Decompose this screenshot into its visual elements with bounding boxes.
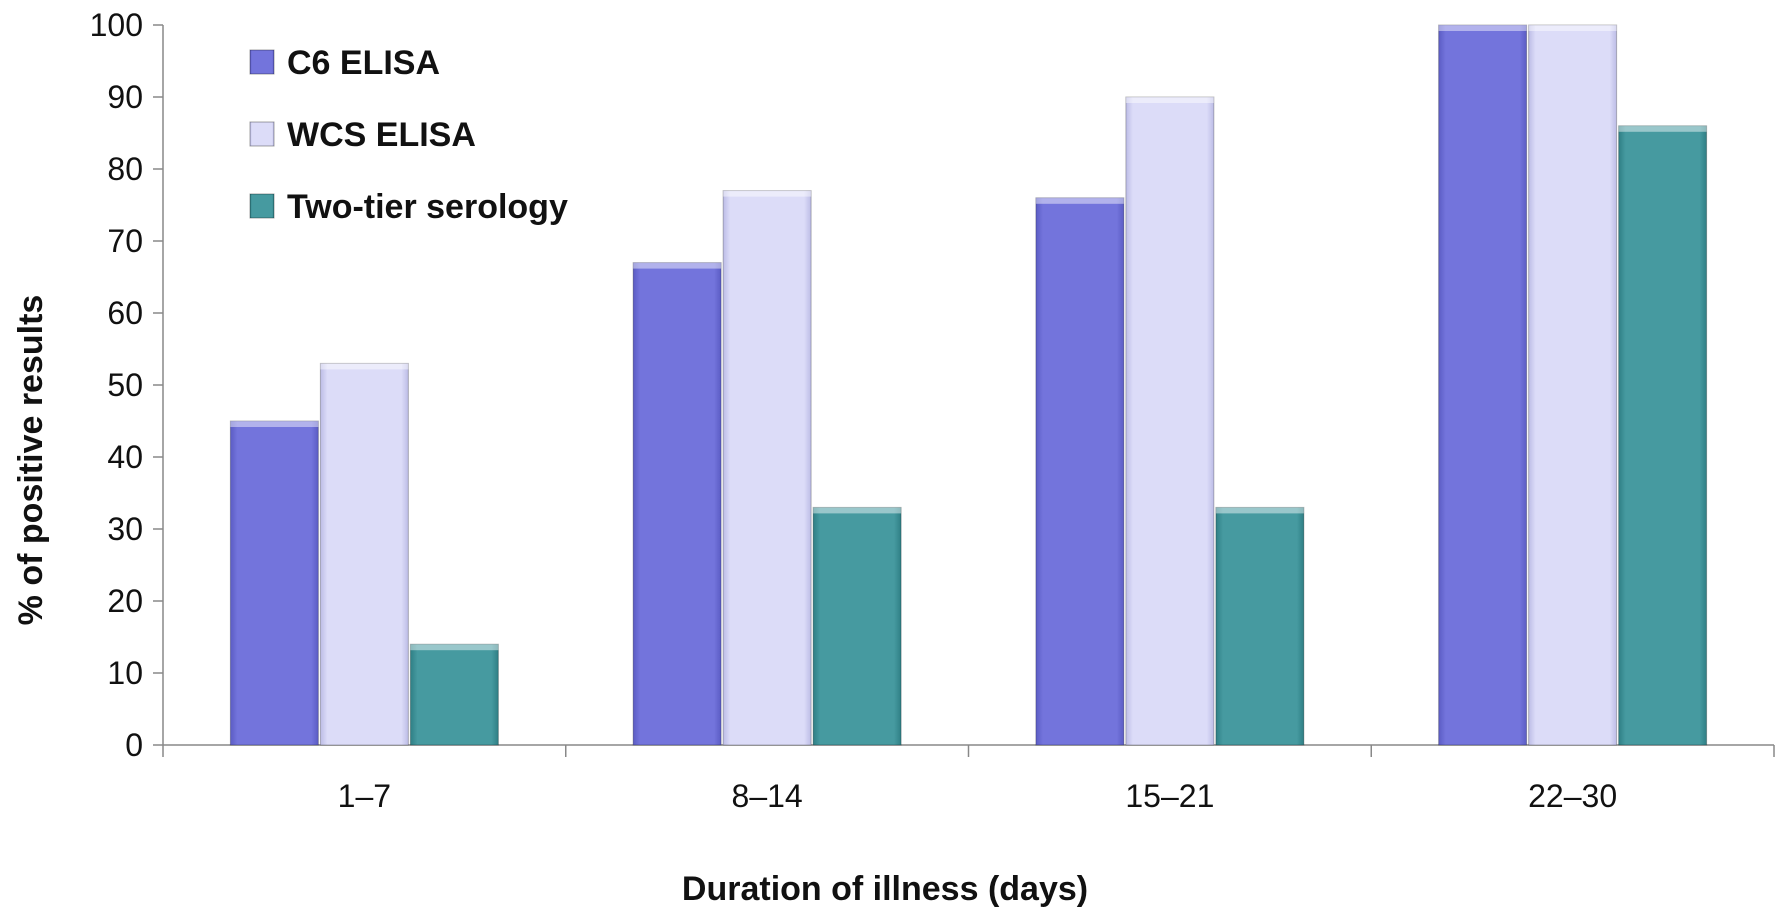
bar <box>812 506 902 746</box>
x-tick-label: 8–14 <box>732 778 803 814</box>
legend-swatch <box>249 193 275 219</box>
legend-label: WCS ELISA <box>287 116 476 154</box>
bar-body <box>812 506 902 746</box>
y-tick-label: 30 <box>107 511 143 547</box>
bar-highlight <box>320 363 409 370</box>
x-tick-label: 15–21 <box>1125 778 1214 814</box>
bar <box>722 190 812 746</box>
bar-highlight <box>1438 25 1527 31</box>
bar-body <box>722 190 812 746</box>
legend-item: WCS ELISA <box>249 116 476 154</box>
legend-label: Two-tier serology <box>287 188 568 226</box>
legend-item: Two-tier serology <box>249 188 568 226</box>
y-tick-label: 60 <box>107 295 143 331</box>
legend-swatch <box>249 121 275 147</box>
y-tick-label: 80 <box>107 151 143 187</box>
bar-body <box>632 262 722 746</box>
y-tick-label: 10 <box>107 655 143 691</box>
bar-body <box>409 643 499 746</box>
legend-swatch <box>249 49 275 75</box>
y-tick-label: 50 <box>107 367 143 403</box>
bar <box>632 262 722 746</box>
legend-label: C6 ELISA <box>287 44 440 82</box>
bar <box>1438 24 1528 746</box>
bar-highlight <box>633 262 722 269</box>
bar-highlight <box>1528 25 1617 31</box>
y-tick-label: 0 <box>125 727 143 763</box>
y-tick-label: 40 <box>107 439 143 475</box>
y-tick-label: 70 <box>107 223 143 259</box>
bar-highlight <box>410 644 499 651</box>
bar-body <box>1438 24 1528 746</box>
bar <box>1528 24 1618 746</box>
bar <box>409 643 499 746</box>
bar <box>1125 96 1215 746</box>
bar-body <box>1215 506 1305 746</box>
bar <box>1618 125 1708 746</box>
x-tick-label: 1–7 <box>338 778 391 814</box>
y-tick-label: 20 <box>107 583 143 619</box>
bar <box>1215 506 1305 746</box>
y-axis-title: % of positive results <box>12 295 50 626</box>
x-axis-title: Duration of illness (days) <box>682 870 1088 908</box>
bar-body <box>1528 24 1618 746</box>
bar-body <box>1035 197 1125 746</box>
bar-highlight <box>1035 197 1124 204</box>
bar-highlight <box>1618 125 1707 132</box>
bar-body <box>1618 125 1708 746</box>
bar-highlight <box>723 190 812 197</box>
bar-highlight <box>230 421 319 427</box>
bar-highlight <box>813 507 902 514</box>
bar-highlight <box>1125 97 1214 103</box>
bar-body <box>1125 96 1215 746</box>
bar-body <box>229 420 319 746</box>
bar-body <box>319 362 409 746</box>
y-tick-label: 100 <box>90 7 143 43</box>
bar <box>319 362 409 746</box>
bar-highlight <box>1215 507 1304 514</box>
bar <box>1035 197 1125 746</box>
y-tick-label: 90 <box>107 79 143 115</box>
x-tick-label: 22–30 <box>1528 778 1617 814</box>
legend-item: C6 ELISA <box>249 44 440 82</box>
bar <box>229 420 319 746</box>
